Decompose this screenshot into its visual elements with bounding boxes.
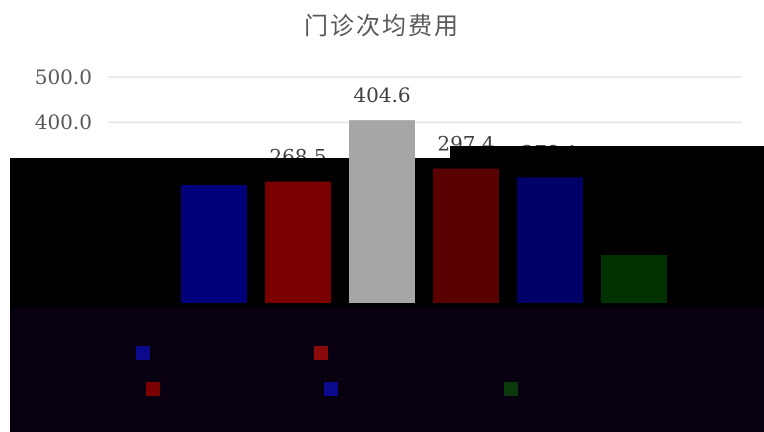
- chart-title: 门诊次均费用: [304, 12, 460, 40]
- y-tick-label: 500.0: [35, 65, 92, 89]
- legend-item: [504, 382, 524, 396]
- data-label: 404.6: [353, 83, 410, 107]
- legend-item: [314, 346, 334, 360]
- legend-swatch: [324, 382, 338, 396]
- y-axis-ticks: 400.0 500.0: [35, 65, 92, 134]
- legend-item: [324, 382, 344, 396]
- legend-region: [10, 308, 764, 432]
- dark-overlay-region: [10, 158, 764, 308]
- y-tick-label: 400.0: [35, 110, 92, 134]
- legend-swatch: [314, 346, 328, 360]
- legend-swatch: [136, 346, 150, 360]
- legend-swatch: [504, 382, 518, 396]
- legend-item: [146, 382, 166, 396]
- dark-overlay-strip: [450, 146, 764, 160]
- legend-item: [136, 346, 156, 360]
- legend-swatch: [146, 382, 160, 396]
